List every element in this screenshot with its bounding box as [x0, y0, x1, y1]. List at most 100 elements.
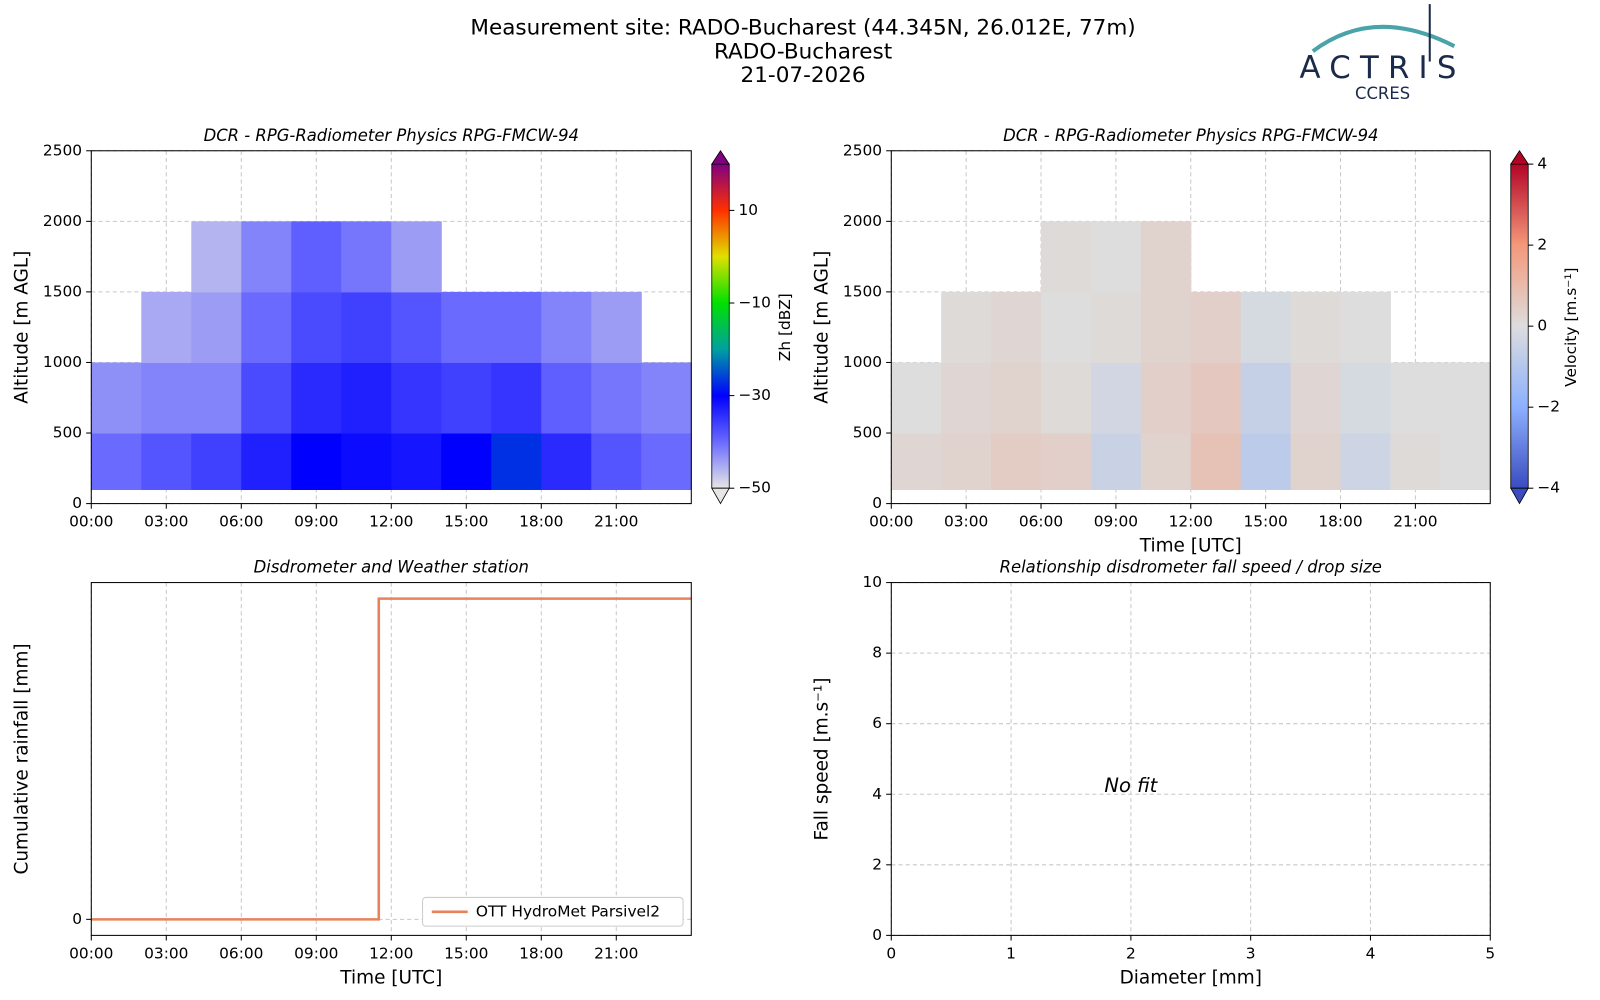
heatmap-cell: [991, 433, 1042, 490]
y-tick-label: 2500: [843, 141, 882, 159]
heatmap-cell: [1240, 362, 1292, 434]
colorbar-tick-label: 0: [1537, 317, 1547, 335]
y-tick-label: 8: [872, 644, 882, 662]
y-axis-label: Altitude [m AGL]: [812, 251, 833, 404]
heatmap-cell: [1090, 362, 1142, 434]
x-tick-label: 5: [1485, 944, 1495, 962]
heatmap-cell: [1440, 433, 1491, 490]
heatmap-cell: [1340, 362, 1391, 434]
y-tick-label: 4: [872, 785, 882, 803]
heatmap-cell: [441, 291, 492, 363]
x-tick-label: 18:00: [519, 513, 563, 531]
heatmap-cell: [991, 291, 1042, 363]
colorbar-tick-label: −2: [1537, 398, 1560, 416]
heatmap-cell: [341, 362, 392, 434]
y-tick-label: 500: [853, 424, 882, 442]
y-tick-label: 1000: [43, 353, 82, 371]
x-tick-label: 3: [1246, 944, 1256, 962]
heatmap-cell: [291, 433, 342, 490]
heatmap-cell: [891, 362, 942, 434]
colorbar-tick-label: −30: [738, 386, 770, 404]
plot-frame: [90, 150, 692, 505]
y-tick-label: 2000: [843, 212, 882, 230]
x-axis-label: Diameter [mm]: [1120, 967, 1262, 988]
plot-frame: [890, 150, 1491, 505]
colorbar-tick-label: 2: [1537, 236, 1547, 254]
heatmap-cell: [241, 291, 292, 363]
x-tick-label: 06:00: [219, 944, 263, 962]
x-tick-label: 03:00: [144, 513, 188, 531]
panel-title: Relationship disdrometer fall speed / dr…: [1000, 558, 1382, 577]
heatmap-cell: [1041, 362, 1092, 434]
heatmap-cell: [1041, 221, 1092, 293]
heatmap-cell: [1140, 221, 1192, 293]
x-tick-label: 15:00: [1243, 513, 1287, 531]
logo-arc: [1311, 24, 1456, 53]
y-tick-label: 2500: [43, 141, 82, 159]
heatmap-cell: [591, 433, 642, 490]
heatmap-cell: [91, 362, 142, 434]
heatmap-cell: [141, 291, 192, 363]
y-axis-label: Fall speed [m.s⁻¹]: [812, 677, 833, 840]
heatmap-cell: [941, 291, 992, 363]
heatmap-cell: [291, 221, 342, 293]
heatmap-cell: [1140, 433, 1192, 490]
x-tick-label: 15:00: [444, 513, 488, 531]
panel-title: DCR - RPG-Radiometer Physics RPG-FMCW-94: [1003, 126, 1378, 145]
x-tick-label: 12:00: [1169, 513, 1213, 531]
heatmap-cell: [1290, 291, 1342, 363]
heatmap-cell: [1290, 362, 1342, 434]
title-line: 21-07-2026: [741, 63, 866, 88]
heatmap-cell: [141, 362, 192, 434]
heatmap-cell: [491, 362, 542, 434]
logo-subtext: CCRES: [1355, 84, 1410, 103]
x-tick-label: 03:00: [944, 513, 988, 531]
x-tick-label: 12:00: [369, 944, 413, 962]
heatmap-cell: [1240, 291, 1292, 363]
y-tick-label: 0: [872, 494, 882, 512]
heatmap-cell: [1140, 291, 1192, 363]
y-axis-label: Altitude [m AGL]: [12, 251, 33, 404]
x-tick-label: 21:00: [594, 513, 638, 531]
x-tick-label: 18:00: [1318, 513, 1362, 531]
heatmap-cell: [1190, 362, 1242, 434]
colorbar-tick-label: −4: [1537, 479, 1560, 497]
heatmap-cell: [191, 291, 242, 363]
y-tick-label: 0: [872, 926, 882, 944]
colorbar-label: Velocity [m.s⁻¹]: [1562, 267, 1580, 386]
heatmap-cell: [641, 362, 692, 434]
heatmap-cell: [191, 362, 242, 434]
panel-title: DCR - RPG-Radiometer Physics RPG-FMCW-94: [204, 126, 579, 145]
heatmap-cell: [1041, 291, 1092, 363]
y-tick-label: 0: [72, 494, 82, 512]
heatmap-cell: [241, 433, 292, 490]
x-tick-label: 21:00: [594, 944, 638, 962]
x-tick-label: 0: [886, 944, 896, 962]
heatmap-cell: [1090, 291, 1142, 363]
x-tick-label: 12:00: [369, 513, 413, 531]
colorbar-label: Zh [dBZ]: [776, 293, 794, 361]
heatmap-cell: [191, 433, 242, 490]
heatmap-cell: [291, 291, 342, 363]
colorbar-extend: [1510, 487, 1529, 505]
x-tick-label: 06:00: [219, 513, 263, 531]
y-axis-label: Cumulative rainfall [mm]: [12, 643, 33, 874]
heatmap-cell: [1440, 362, 1491, 434]
heatmap-cell: [91, 433, 142, 490]
heatmap-cell: [1090, 221, 1142, 293]
heatmap-cell: [341, 433, 392, 490]
heatmap-cell: [391, 433, 442, 490]
heatmap-cell: [541, 433, 592, 490]
title-line: Measurement site: RADO-Bucharest (44.345…: [470, 16, 1135, 41]
logo-text: ACTRIS: [1300, 50, 1466, 86]
colorbar-extend: [711, 487, 730, 505]
data-line: [91, 597, 692, 921]
heatmap-cell: [1290, 433, 1342, 490]
y-tick-label: 0: [72, 910, 82, 928]
x-tick-label: 03:00: [144, 944, 188, 962]
heatmap-cell: [891, 433, 942, 490]
x-tick-label: 2: [1126, 944, 1136, 962]
heatmap-cell: [1140, 362, 1192, 434]
heatmap-cell: [191, 221, 242, 293]
